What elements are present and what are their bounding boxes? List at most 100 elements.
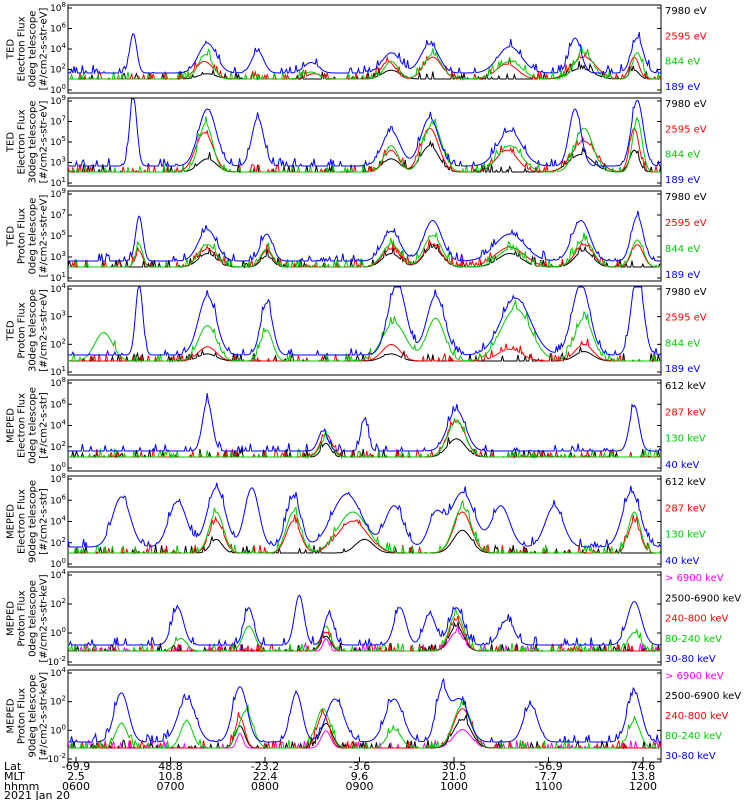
ylabel-line-2: Proton Flux	[17, 208, 28, 264]
legend-entry-2: 2500-6900 keV	[665, 691, 741, 702]
ytick-exponent: 0	[62, 626, 66, 634]
ytick-exponent: 8	[62, 472, 66, 480]
legend-entry-4: 40 keV	[665, 460, 699, 471]
series-trace-3	[68, 232, 661, 269]
ytick-label: 106	[50, 22, 66, 35]
date-label: 2021 Jan 20	[4, 789, 70, 800]
legend-entry-3: 240-800 keV	[665, 711, 729, 722]
ytick-label: 102	[50, 695, 66, 708]
ylabel-line-3: 0deg telescope	[28, 11, 39, 88]
xtick-label-lat: -23.2	[251, 760, 279, 773]
ytick-exponent: 0	[62, 557, 66, 565]
legend-entry-1: 7980 eV	[665, 99, 707, 110]
xtick-label-lat: 30.5	[442, 760, 467, 773]
series-trace-3	[67, 615, 661, 653]
legend-entry-3: 130 keV	[665, 530, 706, 541]
series-trace-3	[68, 44, 661, 81]
series-trace-1	[67, 241, 661, 269]
xaxis-row-label-lat: Lat	[4, 760, 22, 773]
xtick-label-hhmm: 0600	[62, 780, 90, 793]
series-trace-5	[68, 594, 661, 646]
ylabel-line-4: [#/cm2-s-str-eV]	[39, 195, 50, 278]
ytick-exponent: 7	[62, 208, 66, 216]
series-trace-1	[68, 140, 662, 174]
legend-entry-4: 189 eV	[665, 364, 700, 375]
ytick-label: 106	[50, 397, 66, 410]
ytick-exponent: 6	[62, 493, 67, 501]
ytick-exponent: 5	[62, 229, 66, 237]
xtick-label-lat: -3.6	[349, 760, 370, 773]
xtick-label-mlt: 13.8	[631, 770, 656, 783]
ylabel-line-2: Proton Flux	[17, 590, 28, 646]
legend-entry-4: 40 keV	[665, 556, 699, 567]
legend-entry-2: 2595 eV	[665, 31, 707, 42]
ylabel-line-1: MEPED	[6, 408, 17, 443]
xtick-label-mlt: 7.7	[540, 770, 558, 783]
series-trace-3	[68, 499, 662, 555]
series-trace-4	[67, 482, 662, 549]
series-trace-3	[68, 116, 661, 174]
series-trace-4	[68, 210, 661, 263]
xaxis-row-label-mlt: MLT	[4, 770, 25, 783]
ytick-label: 105	[50, 229, 66, 242]
ytick-exponent: 1	[62, 365, 66, 373]
ylabel-line-3: 30deg telescope	[28, 289, 39, 372]
ytick-exponent: 2	[62, 597, 66, 605]
xtick-label-lat: -69.9	[62, 760, 90, 773]
ylabel-line-1: TED	[6, 132, 17, 153]
ytick-label: 104	[50, 42, 66, 55]
ytick-exponent: 6	[62, 22, 67, 30]
ytick-label: 107	[50, 115, 66, 128]
series-trace-2	[68, 419, 661, 459]
legend-entry-1: 7980 eV	[665, 287, 707, 298]
panel-frame	[67, 4, 662, 94]
ytick-label: 102	[50, 440, 66, 453]
panel-frame	[67, 669, 662, 763]
legend-entry-1: 612 keV	[665, 381, 706, 392]
ytick-exponent: 2	[62, 337, 66, 345]
legend-entry-5: 30-80 keV	[665, 654, 716, 665]
ytick-exponent: 2	[62, 440, 66, 448]
legend-entry-2: 287 keV	[665, 407, 706, 418]
ytick-exponent: 4	[62, 419, 67, 427]
xtick-label-lat: -56.9	[534, 760, 562, 773]
ytick-exponent: 2	[62, 536, 66, 544]
ylabel-line-1: TED	[6, 320, 17, 341]
ytick-exponent: 4	[62, 282, 67, 290]
ytick-exponent: -2	[59, 655, 66, 663]
legend-entry-1: 612 keV	[665, 477, 706, 488]
ytick-label: 108	[50, 1, 66, 14]
ylabel-line-1: MEPED	[6, 601, 17, 636]
legend-entry-1: > 6900 keV	[665, 573, 724, 584]
ylabel-line-3: 90deg telescope	[28, 480, 39, 563]
ytick-exponent: 0	[62, 461, 66, 469]
xtick-label-mlt: 21.0	[442, 770, 467, 783]
ytick-exponent: 8	[62, 376, 66, 384]
series-trace-4	[68, 698, 661, 750]
legend-entry-2: 2595 eV	[665, 218, 707, 229]
ylabel-line-2: Electron Flux	[17, 16, 28, 81]
ytick-exponent: 1	[62, 271, 66, 279]
series-trace-4	[67, 31, 661, 75]
ylabel-line-2: Electron Flux	[17, 489, 28, 554]
ylabel-line-3: 0deg telescope	[28, 387, 39, 464]
legend-entry-1: 7980 eV	[665, 6, 707, 17]
xtick-label-mlt: 2.5	[67, 770, 85, 783]
ylabel-line-4: [#/cm2-s-str-eV]	[39, 101, 50, 184]
series-trace-4	[67, 608, 661, 653]
ytick-label: 105	[50, 135, 66, 148]
legend-entry-3: 240-800 keV	[665, 614, 729, 625]
ylabel-line-1: TED	[6, 226, 17, 247]
legend-entry-4: 80-240 keV	[665, 731, 722, 742]
ytick-label: 102	[50, 597, 66, 610]
ytick-exponent: 9	[62, 94, 66, 102]
series-trace-4	[68, 393, 662, 453]
ytick-exponent: 1	[62, 176, 66, 184]
